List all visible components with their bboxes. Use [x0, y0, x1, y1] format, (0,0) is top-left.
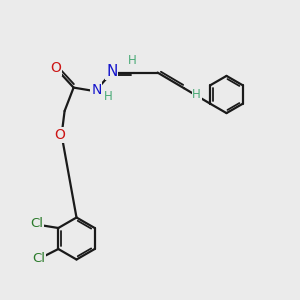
Text: N: N [106, 64, 117, 79]
Text: N: N [91, 83, 102, 97]
Text: H: H [128, 53, 136, 67]
Text: Cl: Cl [30, 217, 43, 230]
Text: Cl: Cl [32, 252, 45, 265]
Text: O: O [55, 128, 65, 142]
Text: H: H [192, 88, 201, 101]
Text: H: H [103, 90, 112, 103]
Text: O: O [50, 61, 61, 75]
